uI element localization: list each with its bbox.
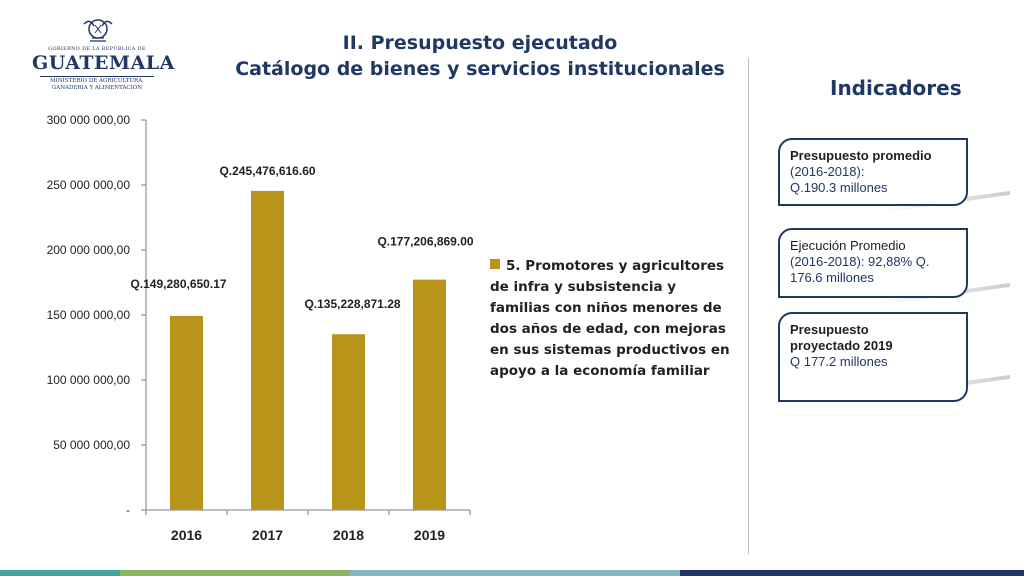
indicator-card-text: 176.6 millones	[790, 270, 874, 285]
y-tick-label: -	[126, 503, 130, 517]
logo-ministry-line-2: GANADERÍA Y ALIMENTACIÓN	[51, 85, 143, 91]
footer-segment	[120, 570, 350, 576]
y-tick-label: 100 000 000,00	[47, 373, 131, 387]
coat-of-arms-icon	[83, 19, 113, 42]
chart-legend: 5. Promotores y agricultores de infra y …	[490, 256, 730, 382]
ministry-logo: GOBIERNO DE LA REPÚBLICA DE GUATEMALA MI…	[32, 14, 175, 94]
data-label: Q.177,206,869.00	[377, 235, 473, 249]
indicator-card-title: Presupuesto	[790, 322, 869, 337]
data-label: Q.149,280,650.17	[130, 277, 226, 291]
logo-ministry-line-1: MINISTERIO DE AGRICULTURA,	[50, 78, 144, 84]
bar-2016	[170, 315, 203, 510]
x-tick-label: 2016	[171, 527, 202, 543]
y-tick-label: 200 000 000,00	[47, 243, 131, 257]
bar-2019	[413, 279, 446, 510]
data-label: Q.135,228,871.28	[304, 297, 400, 311]
indicator-card-proyectado: Presupuesto proyectado 2019 Q 177.2 mill…	[778, 312, 968, 402]
indicator-card-ejecucion: Ejecución Promedio (2016-2018): 92,88% Q…	[778, 228, 968, 298]
footer-segment	[350, 570, 680, 576]
footer-color-bar	[0, 570, 1024, 576]
bar-2018	[332, 334, 365, 510]
bar-2017	[251, 190, 284, 510]
vertical-divider	[748, 58, 749, 554]
legend-swatch	[490, 259, 500, 269]
slide-title-line-2: Catálogo de bienes y servicios instituci…	[235, 58, 725, 80]
x-tick-label: 2017	[252, 527, 283, 543]
indicator-card-title: Ejecución Promedio	[790, 238, 906, 253]
chart-svg: - 50 000 000,00 100 000 000,00 150 000 000,…	[47, 113, 474, 543]
slide-title-line-1: II. Presupuesto ejecutado	[342, 32, 618, 54]
indicator-card-text: Q.190.3 millones	[790, 180, 888, 195]
data-label: Q.245,476,616.60	[219, 164, 315, 178]
logo-rule	[40, 76, 154, 77]
footer-segment	[680, 570, 1024, 576]
x-tick-label: 2018	[333, 527, 364, 543]
indicator-card-title: Presupuesto promedio	[790, 148, 932, 163]
y-tick-label: 250 000 000,00	[47, 178, 131, 192]
indicator-card-promedio: Presupuesto promedio (2016-2018): Q.190.…	[778, 138, 968, 206]
legend-label: 5. Promotores y agricultores de infra y …	[490, 258, 730, 379]
budget-bar-chart: - 50 000 000,00 100 000 000,00 150 000 000,…	[0, 100, 740, 560]
x-tick-label: 2019	[414, 527, 445, 543]
slide-title: II. Presupuesto ejecutado Catálogo de bi…	[200, 30, 760, 82]
indicator-card-title: proyectado 2019	[790, 338, 893, 353]
logo-government-text: GOBIERNO DE LA REPÚBLICA DE	[48, 46, 146, 52]
indicator-card-text: (2016-2018): 92,88% Q.	[790, 254, 930, 269]
footer-segment	[0, 570, 120, 576]
indicadores-heading: Indicadores	[830, 76, 962, 100]
y-tick-label: 150 000 000,00	[47, 308, 131, 322]
logo-ministry-text: MINISTERIO DE AGRICULTURA, GANADERÍA Y A…	[32, 78, 162, 92]
y-tick-label: 50 000 000,00	[53, 438, 130, 452]
y-tick-label: 300 000 000,00	[47, 113, 131, 127]
indicator-card-text: Q 177.2 millones	[790, 354, 888, 369]
logo-country-name: GUATEMALA	[32, 52, 175, 74]
indicator-card-text: (2016-2018):	[790, 164, 865, 179]
